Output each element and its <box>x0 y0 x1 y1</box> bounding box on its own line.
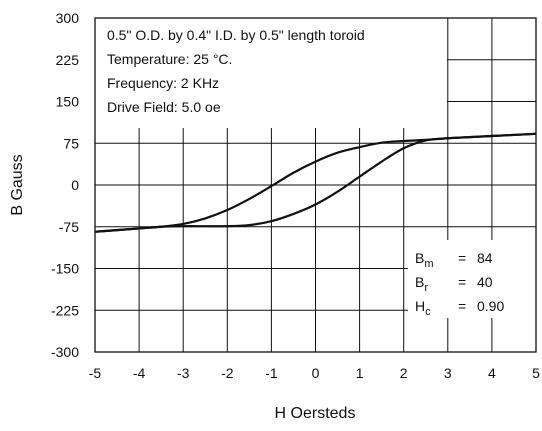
annotation-toroid: 0.5" O.D. by 0.4" I.D. by 0.5" length to… <box>107 27 365 43</box>
annotation-frequency: Frequency: 2 KHz <box>107 75 219 91</box>
x-tick-label: -4 <box>133 365 146 381</box>
x-tick-label: 1 <box>356 365 364 381</box>
y-tick-label: 300 <box>56 10 80 26</box>
y-tick-label: 0 <box>71 177 79 193</box>
y-tick-label: -225 <box>51 302 79 318</box>
x-tick-label: -5 <box>89 365 102 381</box>
x-tick-label: -3 <box>177 365 190 381</box>
x-tick-label: 5 <box>532 365 540 381</box>
x-tick-label: 0 <box>312 365 320 381</box>
y-tick-label: -300 <box>51 344 79 360</box>
parameter-hc-value: 0.90 <box>477 298 504 314</box>
hysteresis-branch-2 <box>94 132 537 233</box>
parameter-equals: = <box>458 298 466 314</box>
plot-frame <box>94 17 537 353</box>
parameter-equals: = <box>458 274 466 290</box>
tick-labels: -5 -4 -3 -2 -1 0 1 2 3 4 5 -300 -225 -150 -75 0 75 150 225… <box>51 10 540 381</box>
y-tick-label: 75 <box>63 135 79 151</box>
x-tick-label: 2 <box>400 365 408 381</box>
y-axis-label: B Gauss <box>9 154 26 215</box>
parameter-box <box>408 240 536 318</box>
x-axis-label: H Oersteds <box>275 405 356 422</box>
y-tick-label: -150 <box>51 261 79 277</box>
annotation-temperature: Temperature: 25 °C. <box>107 51 232 67</box>
y-tick-label: 225 <box>56 52 80 68</box>
parameter-bm-value: 84 <box>477 250 493 266</box>
x-tick-label: 3 <box>444 365 452 381</box>
x-tick-label: -2 <box>221 365 234 381</box>
curves <box>94 132 537 233</box>
parameter-br-value: 40 <box>477 274 493 290</box>
conditions-box <box>95 18 447 128</box>
x-tick-label: 4 <box>488 365 496 381</box>
x-tick-label: -1 <box>265 365 278 381</box>
annotation-drive-field: Drive Field: 5.0 oe <box>107 99 221 115</box>
y-tick-label: -75 <box>59 219 79 235</box>
parameter-equals: = <box>458 250 466 266</box>
y-tick-label: 150 <box>56 94 80 110</box>
